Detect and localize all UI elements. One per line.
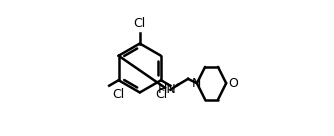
Text: Cl: Cl bbox=[134, 17, 146, 30]
Text: O: O bbox=[228, 77, 238, 90]
Text: Cl: Cl bbox=[112, 88, 124, 101]
Text: HN: HN bbox=[158, 83, 176, 96]
Text: N: N bbox=[192, 77, 202, 90]
Text: Cl: Cl bbox=[155, 88, 168, 101]
